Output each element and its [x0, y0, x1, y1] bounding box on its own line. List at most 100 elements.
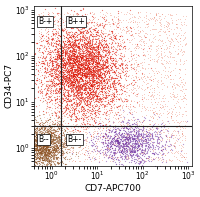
Point	[30, 163, 33, 166]
Point	[70, 61, 73, 64]
Point	[54, 65, 58, 68]
Point	[88, 47, 91, 50]
Point	[78, 71, 82, 74]
Point	[158, 157, 161, 160]
Point	[59, 69, 62, 72]
Point	[65, 75, 68, 78]
Point	[106, 144, 109, 147]
Point	[31, 170, 34, 173]
Point	[86, 58, 89, 61]
Point	[52, 157, 55, 160]
Point	[67, 90, 70, 94]
Point	[48, 134, 51, 137]
Point	[84, 139, 87, 142]
Point	[37, 143, 41, 146]
Point	[113, 56, 116, 59]
Point	[61, 50, 64, 53]
Point	[144, 141, 147, 144]
Point	[29, 134, 32, 137]
Point	[65, 69, 68, 72]
Point	[61, 73, 64, 76]
Point	[138, 128, 141, 131]
Point	[92, 74, 95, 77]
Point	[55, 145, 58, 148]
Point	[71, 144, 74, 147]
Point	[145, 141, 148, 144]
Point	[71, 35, 74, 38]
Point	[69, 71, 72, 74]
Point	[44, 146, 47, 150]
Point	[36, 143, 39, 146]
Point	[165, 139, 168, 143]
Point	[133, 137, 137, 140]
Point	[111, 98, 114, 101]
Point	[38, 148, 41, 151]
Point	[85, 89, 88, 92]
Point	[45, 158, 48, 161]
Point	[44, 100, 47, 103]
Point	[93, 53, 96, 56]
Point	[149, 157, 152, 160]
Point	[104, 53, 107, 57]
Point	[176, 120, 179, 123]
Point	[84, 80, 88, 83]
Point	[62, 92, 65, 95]
Point	[42, 125, 45, 128]
Point	[119, 115, 122, 119]
Point	[87, 78, 91, 82]
Point	[48, 158, 51, 161]
Point	[177, 72, 181, 75]
Point	[92, 53, 95, 56]
Point	[170, 150, 173, 153]
Point	[34, 142, 37, 146]
Point	[77, 56, 80, 59]
Point	[106, 71, 109, 74]
Point	[77, 63, 80, 66]
Point	[76, 78, 79, 81]
Point	[175, 96, 178, 99]
Point	[136, 140, 140, 143]
Point	[82, 65, 85, 69]
Point	[93, 95, 96, 98]
Point	[173, 94, 176, 98]
Point	[37, 138, 40, 141]
Point	[62, 133, 65, 136]
Point	[56, 161, 59, 164]
Point	[74, 61, 77, 64]
Point	[132, 115, 135, 118]
Point	[78, 80, 81, 83]
Point	[44, 54, 48, 58]
Point	[103, 14, 106, 17]
Point	[126, 91, 129, 94]
Point	[72, 61, 75, 64]
Point	[38, 155, 41, 158]
Point	[68, 40, 71, 43]
Point	[35, 138, 38, 141]
Point	[78, 70, 82, 73]
Point	[86, 72, 89, 75]
Point	[48, 149, 51, 152]
Point	[137, 137, 140, 140]
Point	[151, 33, 154, 36]
Point	[72, 71, 75, 74]
Point	[28, 149, 31, 152]
Point	[83, 67, 87, 70]
Point	[102, 55, 105, 59]
Point	[88, 84, 91, 87]
Point	[148, 123, 151, 126]
Point	[75, 49, 78, 52]
Point	[75, 89, 78, 93]
Point	[35, 78, 38, 81]
Point	[71, 54, 74, 57]
Point	[78, 29, 81, 32]
Point	[128, 13, 131, 16]
Point	[124, 136, 127, 139]
Point	[72, 60, 75, 63]
Point	[182, 151, 185, 154]
Point	[72, 39, 75, 42]
Point	[46, 143, 49, 146]
Point	[47, 126, 51, 129]
Point	[65, 68, 68, 72]
Point	[35, 149, 38, 152]
Point	[95, 33, 98, 36]
